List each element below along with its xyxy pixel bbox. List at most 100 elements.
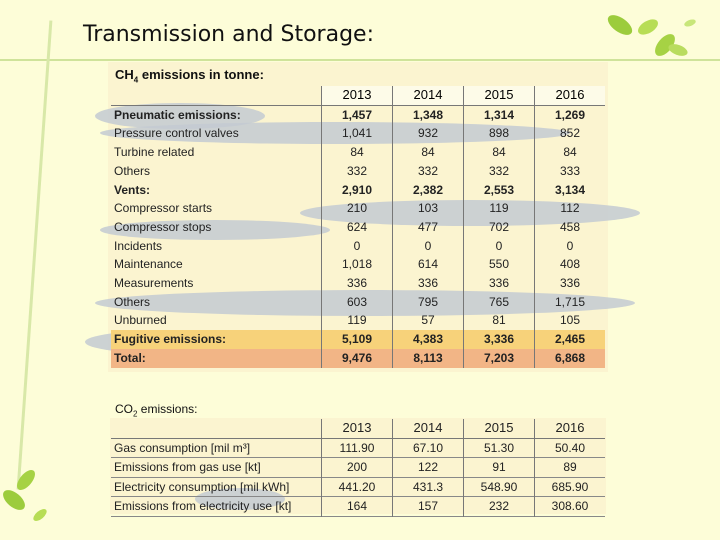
cell-value: 1,269 xyxy=(534,105,605,125)
cell-value: 119 xyxy=(463,199,535,218)
year-header: 2016 xyxy=(534,86,605,106)
cell-value: 2,382 xyxy=(392,180,464,200)
ch4-heading: CH4 emissions in tonne: xyxy=(115,67,264,85)
cell-value: 2,465 xyxy=(534,330,605,349)
table-row: Unburned 119 57 81 105 xyxy=(111,311,605,331)
row-label: Maintenance xyxy=(114,257,183,272)
year-header: 2015 xyxy=(463,86,535,106)
cell-value: 308.60 xyxy=(534,496,605,517)
cell-value: 89 xyxy=(534,457,605,478)
cell-value: 336 xyxy=(534,274,605,293)
cell-value: 624 xyxy=(321,217,393,237)
cell-value: 477 xyxy=(392,217,464,237)
cell-value: 157 xyxy=(392,496,464,517)
cell-value: 81 xyxy=(463,311,535,331)
cell-value: 91 xyxy=(463,457,535,478)
cell-value: 2,553 xyxy=(463,180,535,200)
cell-value: 614 xyxy=(392,255,464,275)
table-row: Vents: 2,910 2,382 2,553 3,134 xyxy=(111,180,605,200)
cell-value: 852 xyxy=(534,124,605,144)
cell-value: 685.90 xyxy=(534,477,605,497)
table-row: Compressor stops 624 477 702 458 xyxy=(111,217,605,237)
cell-value: 336 xyxy=(321,274,393,293)
cell-value: 765 xyxy=(463,292,535,312)
cell-value: 795 xyxy=(392,292,464,312)
table-row: Pressure control valves 1,041 932 898 852 xyxy=(111,124,605,144)
row-label: Incidents xyxy=(114,238,163,253)
cell-value: 1,041 xyxy=(321,124,393,144)
table-row: Emissions from electricity use [kt] 164 15… xyxy=(111,496,605,517)
table-row: Others 603 795 765 1,715 xyxy=(111,292,605,312)
cell-value: 550 xyxy=(463,255,535,275)
table-row: Measurements 336 336 336 336 xyxy=(111,274,605,293)
table-row: Turbine related 84 84 84 84 xyxy=(111,143,605,162)
side-divider xyxy=(16,20,53,490)
year-header: 2014 xyxy=(392,86,464,106)
cell-value: 333 xyxy=(534,161,605,181)
row-label: Measurements xyxy=(114,276,194,291)
table-header-row: 2013 2014 2015 2016 xyxy=(111,86,605,106)
co2-emissions-table: 2013 2014 2015 2016 Gas consumption [mil… xyxy=(111,419,605,517)
cell-value: 932 xyxy=(392,124,464,144)
cell-value: 67.10 xyxy=(392,438,464,458)
cell-value: 50.40 xyxy=(534,438,605,458)
cell-value: 119 xyxy=(321,311,393,331)
cell-value: 2,910 xyxy=(321,180,393,200)
year-header: 2013 xyxy=(321,86,393,106)
slide-title: Transmission and Storage: xyxy=(83,22,374,47)
cell-value: 3,134 xyxy=(534,180,605,200)
cell-value: 84 xyxy=(392,143,464,162)
cell-value: 1,018 xyxy=(321,255,393,275)
table-row: Fugitive emissions: 5,109 4,383 3,336 2,465 xyxy=(111,330,605,349)
cell-value: 336 xyxy=(392,274,464,293)
cell-value: 57 xyxy=(392,311,464,331)
row-label: Total: xyxy=(111,348,322,368)
cell-value: 7,203 xyxy=(463,348,535,368)
cell-value: 164 xyxy=(321,496,393,517)
cell-value: 332 xyxy=(392,161,464,181)
year-header: 2016 xyxy=(534,419,605,439)
cell-value: 1,457 xyxy=(321,105,393,125)
cell-value: 84 xyxy=(321,143,393,162)
cell-value: 1,715 xyxy=(534,292,605,312)
cell-value: 458 xyxy=(534,217,605,237)
co2-heading: CO2 emissions: xyxy=(115,402,198,419)
leaf-decoration-bottom-left xyxy=(3,470,47,521)
cell-value: 5,109 xyxy=(321,330,393,349)
year-header: 2014 xyxy=(392,419,464,439)
row-label: Emissions from gas use [kt] xyxy=(114,460,261,475)
highlight-smudge xyxy=(195,488,285,510)
cell-value: 332 xyxy=(321,161,393,181)
cell-value: 9,476 xyxy=(321,348,393,368)
cell-value: 1,314 xyxy=(463,105,535,125)
cell-value: 441.20 xyxy=(321,477,393,497)
table-row: Others 332 332 332 333 xyxy=(111,161,605,181)
cell-value: 548.90 xyxy=(463,477,535,497)
row-label: Pneumatic emissions: xyxy=(114,107,241,122)
cell-value: 112 xyxy=(534,199,605,218)
cell-value: 603 xyxy=(321,292,393,312)
cell-value: 336 xyxy=(463,274,535,293)
table-header-row: 2013 2014 2015 2016 xyxy=(111,419,605,439)
row-label: Unburned xyxy=(114,313,167,328)
table-row: Incidents 0 0 0 0 xyxy=(111,236,605,256)
cell-value: 0 xyxy=(321,236,393,256)
cell-value: 232 xyxy=(463,496,535,517)
cell-value: 3,336 xyxy=(463,330,535,349)
table-row: Compressor starts 210 103 119 112 xyxy=(111,199,605,218)
table-row: Emissions from gas use [kt] 200 122 91 89 xyxy=(111,457,605,478)
cell-value: 105 xyxy=(534,311,605,331)
cell-value: 1,348 xyxy=(392,105,464,125)
row-label: Compressor starts xyxy=(114,201,213,216)
ch4-emissions-table: 2013 2014 2015 2016 Pneumatic emissions:… xyxy=(111,86,605,368)
cell-value: 0 xyxy=(463,236,535,256)
highlight-smudge xyxy=(100,220,330,240)
cell-value: 8,113 xyxy=(392,348,464,368)
cell-value: 702 xyxy=(463,217,535,237)
row-label: Electricity consumption [mil kWh] xyxy=(114,479,290,494)
cell-value: 332 xyxy=(463,161,535,181)
year-header: 2015 xyxy=(463,419,535,439)
table-row: Pneumatic emissions: 1,457 1,348 1,314 1,269 xyxy=(111,105,605,125)
cell-value: 111.90 xyxy=(321,438,393,458)
cell-value: 122 xyxy=(392,457,464,478)
